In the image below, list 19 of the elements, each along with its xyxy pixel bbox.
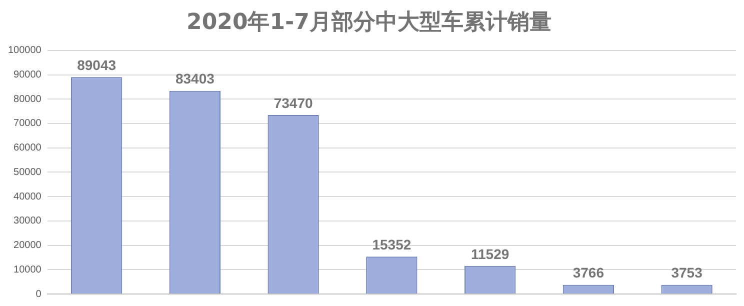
y-tick-label: 100000	[8, 45, 42, 56]
y-tick-label: 50000	[14, 166, 42, 178]
y-tick-label: 90000	[14, 70, 42, 81]
data-label: 3753	[671, 264, 703, 281]
y-tick-label: 70000	[14, 118, 42, 130]
y-tick-label: 40000	[14, 191, 42, 202]
y-tick-label: 20000	[14, 240, 42, 252]
y-tick-label: 80000	[14, 94, 42, 105]
y-tick-label: 10000	[14, 264, 42, 276]
data-label: 83403	[175, 70, 215, 87]
y-tick-label: 0	[36, 288, 42, 300]
chart-title: 2020年1-7月部分中大型车累计销量	[186, 8, 552, 35]
data-label: 89043	[77, 56, 116, 73]
data-label: 15352	[372, 236, 412, 252]
data-label: 11529	[470, 246, 510, 262]
data-label: 73470	[274, 94, 313, 111]
data-label: 3766	[572, 264, 604, 281]
y-tick-label: 60000	[14, 142, 42, 154]
y-tick-label: 30000	[14, 216, 42, 227]
